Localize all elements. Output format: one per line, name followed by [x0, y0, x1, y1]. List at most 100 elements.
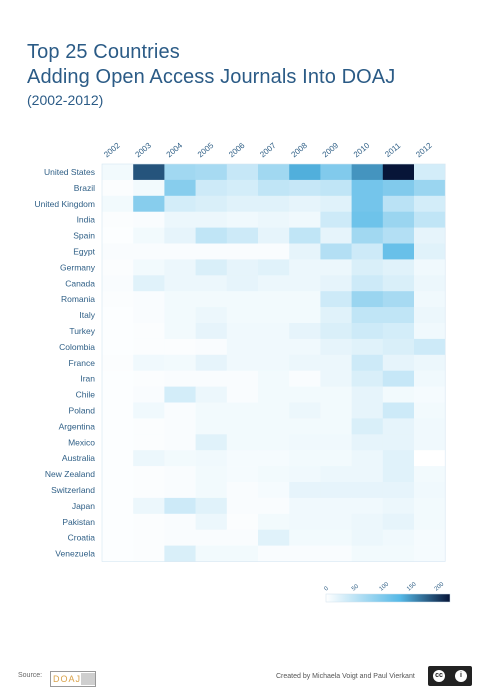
heatmap-cell	[320, 482, 352, 499]
heatmap-cell	[289, 418, 321, 435]
heatmap-cell	[414, 354, 446, 371]
heatmap-cell	[164, 179, 196, 197]
heatmap-cell	[351, 545, 384, 562]
heatmap-cell	[382, 211, 415, 228]
heatmap-cell	[195, 529, 228, 546]
heatmap-cell	[414, 275, 446, 292]
heatmap-cell	[414, 434, 446, 451]
heatmap-cell	[102, 307, 134, 324]
doaj-logo-mark	[81, 673, 95, 685]
heatmap-cell	[289, 307, 321, 324]
year-label: 2011	[383, 141, 402, 159]
color-legend-tick: 50	[351, 583, 360, 592]
heatmap-cell	[195, 545, 228, 562]
heatmap-cell	[226, 211, 259, 228]
heatmap-cell	[258, 211, 290, 228]
heatmap-cell	[102, 338, 134, 356]
heatmap-cell	[133, 497, 165, 515]
heatmap-cell	[195, 466, 228, 483]
heatmap-cell	[133, 338, 165, 356]
country-label: United States	[44, 167, 95, 177]
heatmap-cell	[226, 323, 259, 340]
country-label: Australia	[62, 453, 95, 463]
heatmap-cell	[320, 179, 352, 197]
heatmap-cell	[320, 434, 352, 451]
heatmap-cell	[382, 450, 415, 467]
heatmap-cell	[164, 450, 196, 467]
heatmap-cell	[258, 195, 290, 212]
heatmap-cell	[351, 211, 384, 228]
doaj-logo[interactable]: DOAJ	[50, 671, 96, 687]
heatmap-cell	[320, 259, 352, 276]
heatmap-cell	[195, 259, 228, 276]
country-label: India	[77, 215, 96, 225]
heatmap-cell	[258, 497, 290, 515]
heatmap-cell	[133, 434, 165, 451]
heatmap-cell	[195, 291, 228, 308]
heatmap-cell	[195, 482, 228, 499]
heatmap-cell	[351, 323, 384, 340]
heatmap-cell	[320, 291, 352, 308]
heatmap-cell	[226, 529, 259, 546]
heatmap-cell	[382, 386, 415, 403]
heatmap-cell	[414, 195, 446, 212]
heatmap-cell	[258, 338, 290, 356]
heatmap-cell	[195, 275, 228, 292]
heatmap-cell	[195, 243, 228, 260]
heatmap-cell	[414, 164, 446, 181]
heatmap-cell	[164, 466, 196, 483]
heatmap-cell	[351, 466, 384, 483]
heatmap-cell	[102, 450, 134, 467]
heatmap-cell	[164, 338, 196, 356]
heatmap-cell	[164, 275, 196, 292]
heatmap-cell	[258, 227, 290, 244]
heatmap-cell	[226, 243, 259, 260]
heatmap-cell	[289, 179, 321, 197]
heatmap-cell	[351, 513, 384, 530]
heatmap-cell	[320, 323, 352, 340]
heatmap-cell	[195, 434, 228, 451]
heatmap-cell	[382, 466, 415, 483]
heatmap-cell	[289, 513, 321, 530]
heatmap-cell	[102, 323, 134, 340]
heatmap-cell	[382, 370, 415, 387]
source-label: Source:	[18, 672, 43, 679]
heatmap-cell	[258, 466, 290, 483]
creative-commons-by-icon[interactable]: cc i	[428, 666, 472, 686]
heatmap-cell	[164, 211, 196, 228]
heatmap-cell	[320, 243, 352, 260]
heatmap-cell	[414, 243, 446, 260]
heatmap-cell	[351, 227, 384, 244]
heatmap-cell	[258, 259, 290, 276]
heatmap-cell	[320, 386, 352, 403]
heatmap-cell	[289, 243, 321, 260]
country-label: Spain	[73, 231, 95, 241]
heatmap-cell	[164, 243, 196, 260]
heatmap-cell	[289, 275, 321, 292]
heatmap-cell	[195, 370, 228, 387]
country-label: Canada	[65, 278, 95, 288]
heatmap-cell	[289, 386, 321, 403]
heatmap-cell	[414, 450, 446, 467]
cc-icon: cc	[433, 670, 445, 682]
heatmap-cell	[195, 386, 228, 403]
heatmap-cell	[258, 164, 290, 181]
heatmap-cell	[226, 338, 259, 356]
heatmap-cell	[414, 545, 446, 562]
heatmap-cell	[351, 402, 384, 419]
heatmap-border	[101, 163, 446, 562]
heatmap-cell	[133, 529, 165, 546]
heatmap-cell	[258, 307, 290, 324]
heatmap-cell	[258, 434, 290, 451]
heatmap-cell	[258, 529, 290, 546]
heatmap-cell	[382, 529, 415, 546]
heatmap-cell	[258, 370, 290, 387]
heatmap-cell	[351, 259, 384, 276]
country-label: Pakistan	[62, 517, 95, 527]
heatmap-cell	[102, 227, 134, 244]
heatmap-cell	[164, 513, 196, 530]
heatmap-cell	[320, 227, 352, 244]
heatmap-cell	[226, 307, 259, 324]
heatmap-cell	[351, 497, 384, 515]
heatmap-cell	[289, 529, 321, 546]
